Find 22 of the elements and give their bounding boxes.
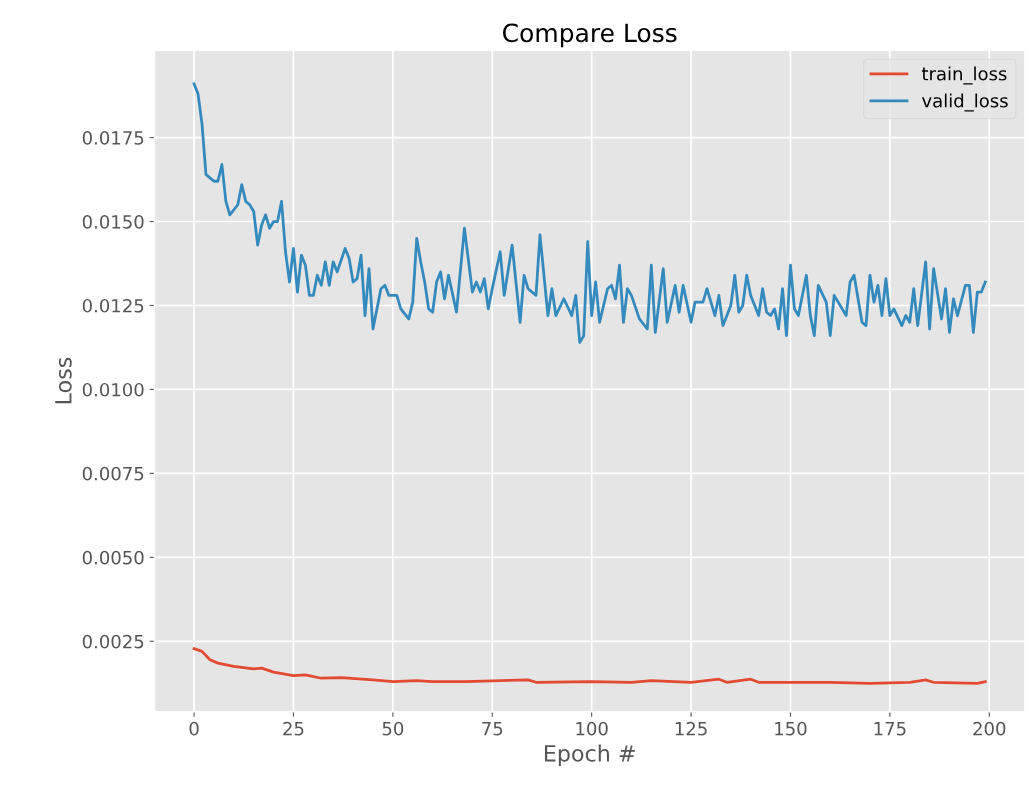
y-tick-label: 0.0100 xyxy=(82,382,144,397)
x-axis-title: Epoch # xyxy=(544,744,635,767)
x-tick-label: 175 xyxy=(874,722,906,736)
x-tick-label: 0 xyxy=(189,721,199,736)
line-series xyxy=(192,647,987,685)
x-tick-label: 150 xyxy=(775,721,807,736)
x-tick-label: 125 xyxy=(675,721,707,736)
legend-label: train_loss xyxy=(921,66,1007,85)
chart-title: Compare Loss xyxy=(502,23,677,48)
y-tick-label: 0.0175 xyxy=(82,131,144,145)
y-tick-label: 0.0025 xyxy=(82,634,144,649)
x-tick-label: 100 xyxy=(576,721,608,736)
x-tick-label: 75 xyxy=(482,722,503,736)
x-tick-label: 200 xyxy=(973,721,1006,736)
x-tick-label: 25 xyxy=(283,721,304,736)
y-tick-label: 0.0075 xyxy=(82,466,144,481)
x-tick-label: 50 xyxy=(382,721,404,736)
y-tick-label: 0.0050 xyxy=(82,550,144,565)
y-axis-title: Loss xyxy=(55,357,72,404)
y-tick-label: 0.0150 xyxy=(82,215,144,229)
legend-label: valid_loss xyxy=(921,93,1008,112)
y-tick-label: 0.0125 xyxy=(82,298,144,313)
